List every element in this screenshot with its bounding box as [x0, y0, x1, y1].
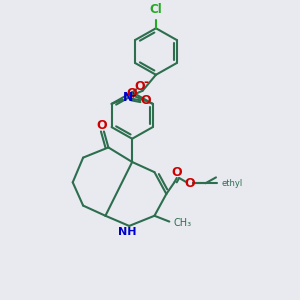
Text: CH₃: CH₃: [174, 218, 192, 228]
Text: O: O: [134, 80, 145, 93]
Text: O: O: [140, 94, 151, 107]
Text: -: -: [143, 76, 148, 89]
Text: N: N: [123, 91, 133, 104]
Text: NH: NH: [118, 227, 137, 237]
Text: O: O: [96, 119, 107, 132]
Text: O: O: [171, 166, 182, 179]
Text: ethyl: ethyl: [221, 179, 242, 188]
Text: O: O: [184, 177, 194, 190]
Text: +: +: [129, 91, 136, 100]
Text: Cl: Cl: [150, 3, 162, 16]
Text: O: O: [127, 87, 137, 100]
